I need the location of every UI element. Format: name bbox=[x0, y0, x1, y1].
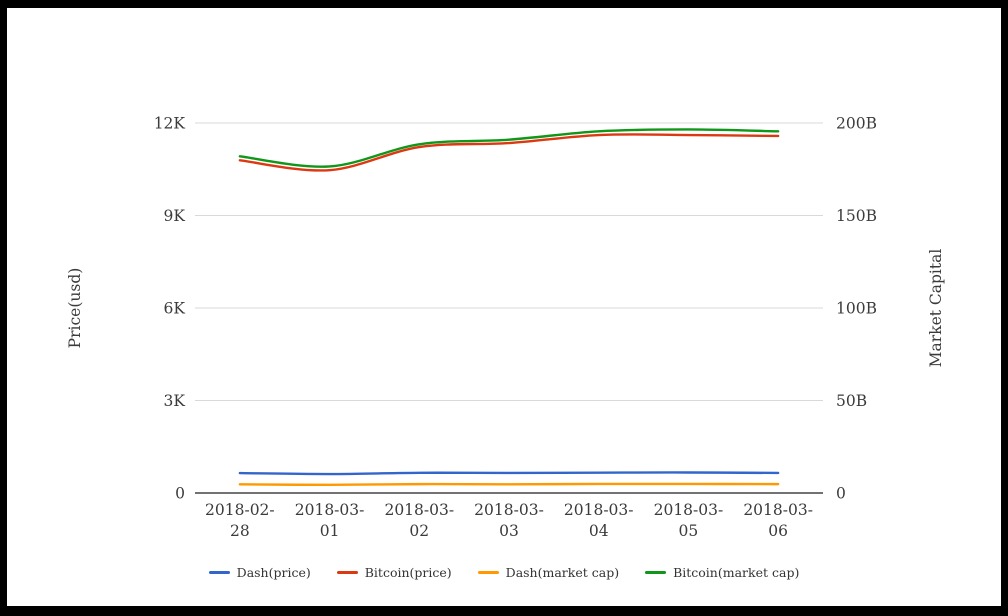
x-tick-label-line2: 02 bbox=[409, 522, 429, 540]
series-line-dash-market-cap bbox=[238, 482, 780, 487]
x-axis-ticks: 2018-02- 28 2018-03- 01 2018-03- 02 2018-03- 03… bbox=[205, 501, 813, 540]
x-tick-label-line2: 01 bbox=[320, 522, 340, 540]
legend-label: Dash(market cap) bbox=[505, 565, 620, 580]
legend-label: Bitcoin(price) bbox=[364, 565, 452, 580]
legend-item-dash-market-cap[interactable]: Dash(market cap) bbox=[477, 565, 620, 580]
y-tick-label-left: 6K bbox=[164, 300, 186, 318]
left-axis-title: Price(usd) bbox=[66, 268, 84, 349]
series-lines-group bbox=[238, 128, 780, 487]
legend-item-bitcoin-price[interactable]: Bitcoin(price) bbox=[336, 565, 452, 580]
x-tick-label-line1: 2018-03- bbox=[474, 501, 544, 519]
x-tick-label-line2: 04 bbox=[589, 522, 609, 540]
y-tick-label-right: 50B bbox=[836, 392, 867, 410]
legend-swatch-icon bbox=[477, 571, 499, 574]
x-tick-label-line1: 2018-03- bbox=[564, 501, 634, 519]
y-tick-label-right: 100B bbox=[836, 300, 877, 318]
left-axis-ticks: 0 3K 6K 9K 12K bbox=[154, 115, 186, 503]
y-tick-label-right: 150B bbox=[836, 207, 877, 225]
series-line-bitcoin-price bbox=[238, 133, 780, 172]
gridlines-group bbox=[195, 122, 823, 494]
y-tick-label-right: 200B bbox=[836, 115, 877, 133]
legend-swatch-icon bbox=[208, 571, 230, 574]
x-tick-label-line1: 2018-03- bbox=[743, 501, 813, 519]
y-tick-label-left: 0 bbox=[175, 485, 185, 503]
x-tick-label-line2: 05 bbox=[679, 522, 699, 540]
x-tick-label-line1: 2018-03- bbox=[295, 501, 365, 519]
x-tick-label-line2: 28 bbox=[230, 522, 250, 540]
y-tick-label-left: 3K bbox=[164, 392, 186, 410]
right-axis-title: Market Capital bbox=[927, 249, 945, 368]
legend-label: Dash(price) bbox=[236, 565, 311, 580]
y-tick-label-right: 0 bbox=[836, 485, 846, 503]
y-tick-label-left: 9K bbox=[164, 207, 186, 225]
series-line-dash-price bbox=[238, 471, 780, 476]
legend-item-bitcoin-market-cap[interactable]: Bitcoin(market cap) bbox=[645, 565, 799, 580]
legend-item-dash-price[interactable]: Dash(price) bbox=[208, 565, 311, 580]
x-tick-label-line1: 2018-02- bbox=[205, 501, 275, 519]
chart-legend: Dash(price) Bitcoin(price) Dash(market cap… bbox=[7, 565, 1001, 580]
x-tick-label-line2: 06 bbox=[768, 522, 788, 540]
legend-swatch-icon bbox=[645, 571, 667, 574]
y-tick-label-left: 12K bbox=[154, 115, 186, 133]
legend-swatch-icon bbox=[336, 571, 358, 574]
legend-label: Bitcoin(market cap) bbox=[673, 565, 800, 580]
x-tick-label-line2: 03 bbox=[499, 522, 519, 540]
x-tick-label-line1: 2018-03- bbox=[384, 501, 454, 519]
x-tick-label-line1: 2018-03- bbox=[654, 501, 724, 519]
right-axis-ticks: 0 50B 100B 150B 200B bbox=[836, 115, 877, 503]
series-line-bitcoin-market-cap bbox=[238, 128, 780, 168]
